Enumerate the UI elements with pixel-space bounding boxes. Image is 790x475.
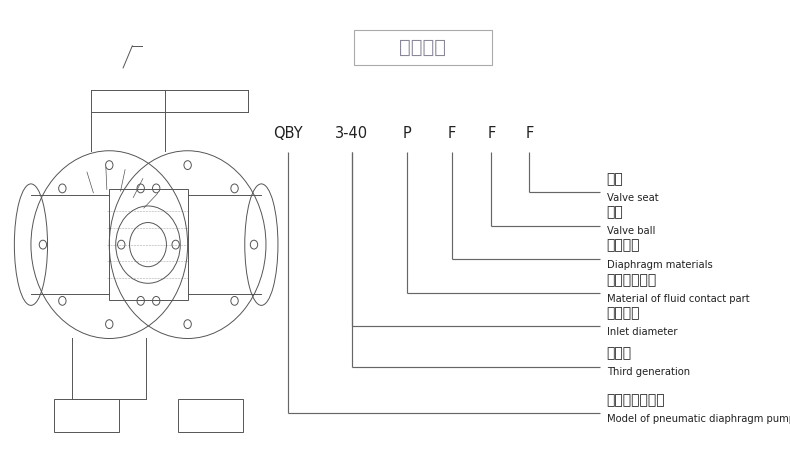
Text: 过流部件材质: 过流部件材质 bbox=[607, 273, 657, 287]
Bar bbox=[179, 399, 243, 432]
Text: QBY: QBY bbox=[273, 125, 303, 141]
Text: Inlet diameter: Inlet diameter bbox=[607, 327, 677, 337]
Text: Diaphragm materials: Diaphragm materials bbox=[607, 259, 713, 270]
Bar bbox=[54, 399, 118, 432]
Text: Model of pneumatic diaphragm pump: Model of pneumatic diaphragm pump bbox=[607, 414, 790, 424]
Text: 第三代: 第三代 bbox=[607, 346, 632, 361]
Text: 隔膜材质: 隔膜材质 bbox=[607, 238, 640, 253]
Text: F: F bbox=[525, 125, 533, 141]
Bar bbox=[109, 190, 188, 300]
Text: 气动隔膜泵型号: 气动隔膜泵型号 bbox=[607, 393, 665, 407]
Text: 阀球: 阀球 bbox=[607, 205, 623, 219]
Text: Third generation: Third generation bbox=[607, 367, 690, 378]
Text: 型号说明: 型号说明 bbox=[399, 38, 446, 57]
Text: P: P bbox=[402, 125, 412, 141]
Text: Valve ball: Valve ball bbox=[607, 226, 655, 237]
Text: Valve seat: Valve seat bbox=[607, 193, 658, 203]
Text: 3-40: 3-40 bbox=[335, 125, 368, 141]
Bar bbox=[354, 30, 492, 65]
Text: Material of fluid contact part: Material of fluid contact part bbox=[607, 294, 750, 304]
Text: 进料口径: 进料口径 bbox=[607, 306, 640, 320]
Text: F: F bbox=[448, 125, 456, 141]
Text: 阀座: 阀座 bbox=[607, 172, 623, 186]
Text: F: F bbox=[487, 125, 495, 141]
